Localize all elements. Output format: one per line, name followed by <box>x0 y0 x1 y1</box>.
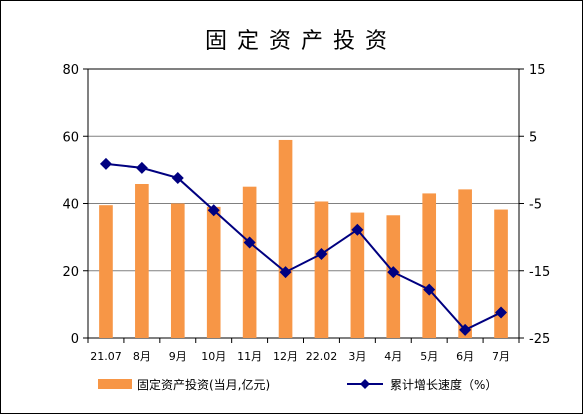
right-tick-label: -15 <box>529 265 550 280</box>
bar <box>99 205 113 338</box>
right-tick-label: 5 <box>529 130 537 145</box>
legend-line-marker <box>360 379 370 389</box>
bar <box>170 203 185 338</box>
gridlines <box>88 135 519 272</box>
left-axis-ticks: 0 20 40 60 80 <box>62 63 88 347</box>
legend: 固定资产投资(当月,亿元) 累计增长速度（%） <box>98 377 497 392</box>
right-axis-ticks: -25 -15 -5 5 15 <box>519 63 550 347</box>
bar <box>494 209 508 338</box>
line-series <box>99 157 508 336</box>
bar <box>314 201 329 338</box>
x-tick-label: 6月 <box>456 350 474 363</box>
line-point <box>279 266 292 279</box>
chart-title: 固定资产投资 <box>205 29 397 54</box>
line-point <box>495 306 508 319</box>
left-tick-label: 80 <box>62 63 79 78</box>
x-tick-label: 9月 <box>169 350 187 363</box>
bar <box>206 206 221 338</box>
bar <box>135 183 149 338</box>
line-point <box>423 283 436 296</box>
line-point <box>459 323 472 336</box>
right-tick-label: 15 <box>529 63 546 78</box>
line-point <box>135 161 148 174</box>
line-point <box>315 247 328 260</box>
x-tick-label: 8月 <box>133 350 151 363</box>
bar <box>350 212 365 338</box>
line-point <box>171 171 184 184</box>
bar <box>422 193 437 338</box>
x-tick-label: 12月 <box>273 350 298 363</box>
left-tick-label: 20 <box>62 265 79 280</box>
x-tick-label: 5月 <box>420 350 438 363</box>
line-point <box>99 157 112 170</box>
legend-bar-swatch <box>98 379 132 389</box>
legend-bar-label: 固定资产投资(当月,亿元) <box>137 377 270 392</box>
left-tick-label: 40 <box>62 198 79 213</box>
bar <box>278 139 293 338</box>
x-tick-label: 22.02 <box>306 350 338 363</box>
left-tick-label: 0 <box>71 332 79 347</box>
x-axis-ticks: 21.07 8月 9月 10月 11月 12月 22.02 3月 4月 5月 6月 7月 <box>87 338 520 363</box>
x-tick-label: 7月 <box>492 350 510 363</box>
line-point <box>207 204 220 217</box>
x-tick-label: 21.07 <box>90 350 122 363</box>
x-tick-label: 10月 <box>201 350 226 363</box>
line-point <box>387 266 400 279</box>
x-tick-label: 11月 <box>237 350 262 363</box>
x-tick-label: 4月 <box>384 350 402 363</box>
right-tick-label: -5 <box>529 198 542 213</box>
bar-series <box>99 139 508 338</box>
legend-line-label: 累计增长速度（%） <box>390 377 497 392</box>
line-point <box>351 223 364 236</box>
line-point <box>243 236 256 249</box>
bar <box>458 189 472 338</box>
growth-line <box>105 162 502 332</box>
bar <box>242 186 257 338</box>
right-tick-label: -25 <box>529 332 550 347</box>
left-tick-label: 60 <box>62 130 79 145</box>
x-tick-label: 3月 <box>348 350 366 363</box>
